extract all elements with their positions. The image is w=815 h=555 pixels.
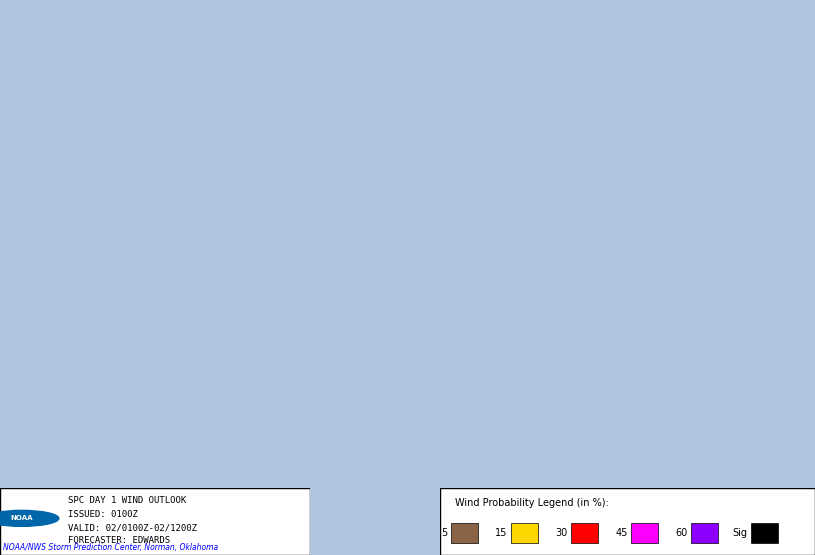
Text: 60: 60: [676, 528, 688, 538]
Text: ISSUED: 0100Z: ISSUED: 0100Z: [68, 509, 138, 519]
Text: NOAA/NWS Storm Prediction Center, Norman, Oklahoma: NOAA/NWS Storm Prediction Center, Norman…: [3, 543, 218, 552]
Bar: [571, 523, 597, 543]
Text: FORECASTER: EDWARDS: FORECASTER: EDWARDS: [68, 536, 170, 546]
Text: Wind Probability Legend (in %):: Wind Probability Legend (in %):: [455, 498, 609, 508]
Text: SPC DAY 1 WIND OUTLOOK: SPC DAY 1 WIND OUTLOOK: [68, 496, 187, 506]
Text: VALID: 02/0100Z-02/1200Z: VALID: 02/0100Z-02/1200Z: [68, 523, 197, 532]
Bar: [452, 523, 478, 543]
Text: NOAA: NOAA: [11, 516, 33, 521]
Bar: [751, 523, 778, 543]
Text: 5: 5: [442, 528, 447, 538]
Text: Sig: Sig: [733, 528, 747, 538]
Bar: [691, 523, 717, 543]
Text: 30: 30: [555, 528, 567, 538]
Text: 45: 45: [615, 528, 628, 538]
Bar: [632, 523, 658, 543]
Bar: [511, 523, 538, 543]
Circle shape: [0, 511, 59, 526]
Text: 15: 15: [496, 528, 508, 538]
